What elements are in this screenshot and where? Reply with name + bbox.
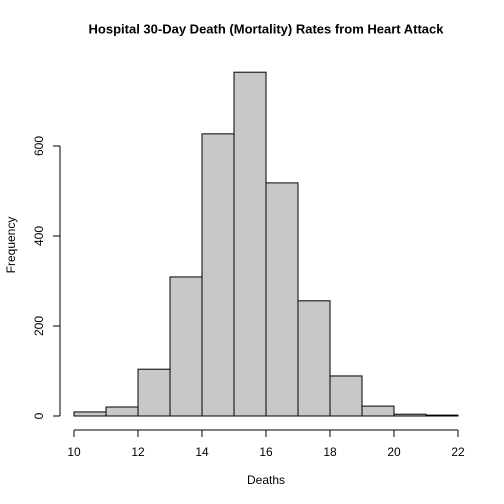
bar [329, 375, 363, 417]
bar [361, 405, 395, 417]
bar [265, 182, 299, 417]
x-tick-label: 14 [195, 445, 209, 459]
y-tick-label: 600 [32, 136, 46, 156]
chart-title: Hospital 30-Day Death (Mortality) Rates … [89, 21, 445, 36]
x-tick-label: 20 [387, 445, 401, 459]
x-tick-label: 10 [67, 445, 81, 459]
bar [393, 413, 427, 417]
x-axis-label: Deaths [247, 473, 285, 487]
y-tick-label: 200 [32, 316, 46, 336]
bar [137, 368, 171, 417]
bar [105, 406, 139, 417]
x-tick-label: 12 [131, 445, 145, 459]
bar [425, 414, 459, 417]
y-tick-label: 0 [32, 412, 46, 419]
y-axis-label: Frequency [4, 217, 18, 274]
bar [201, 133, 235, 417]
x-tick-label: 16 [259, 445, 273, 459]
bar [297, 300, 331, 417]
x-tick-label: 22 [451, 445, 465, 459]
x-tick-label: 18 [323, 445, 337, 459]
y-tick-label: 400 [32, 226, 46, 246]
bar [169, 276, 203, 417]
bar [233, 71, 267, 417]
bar [73, 411, 107, 417]
